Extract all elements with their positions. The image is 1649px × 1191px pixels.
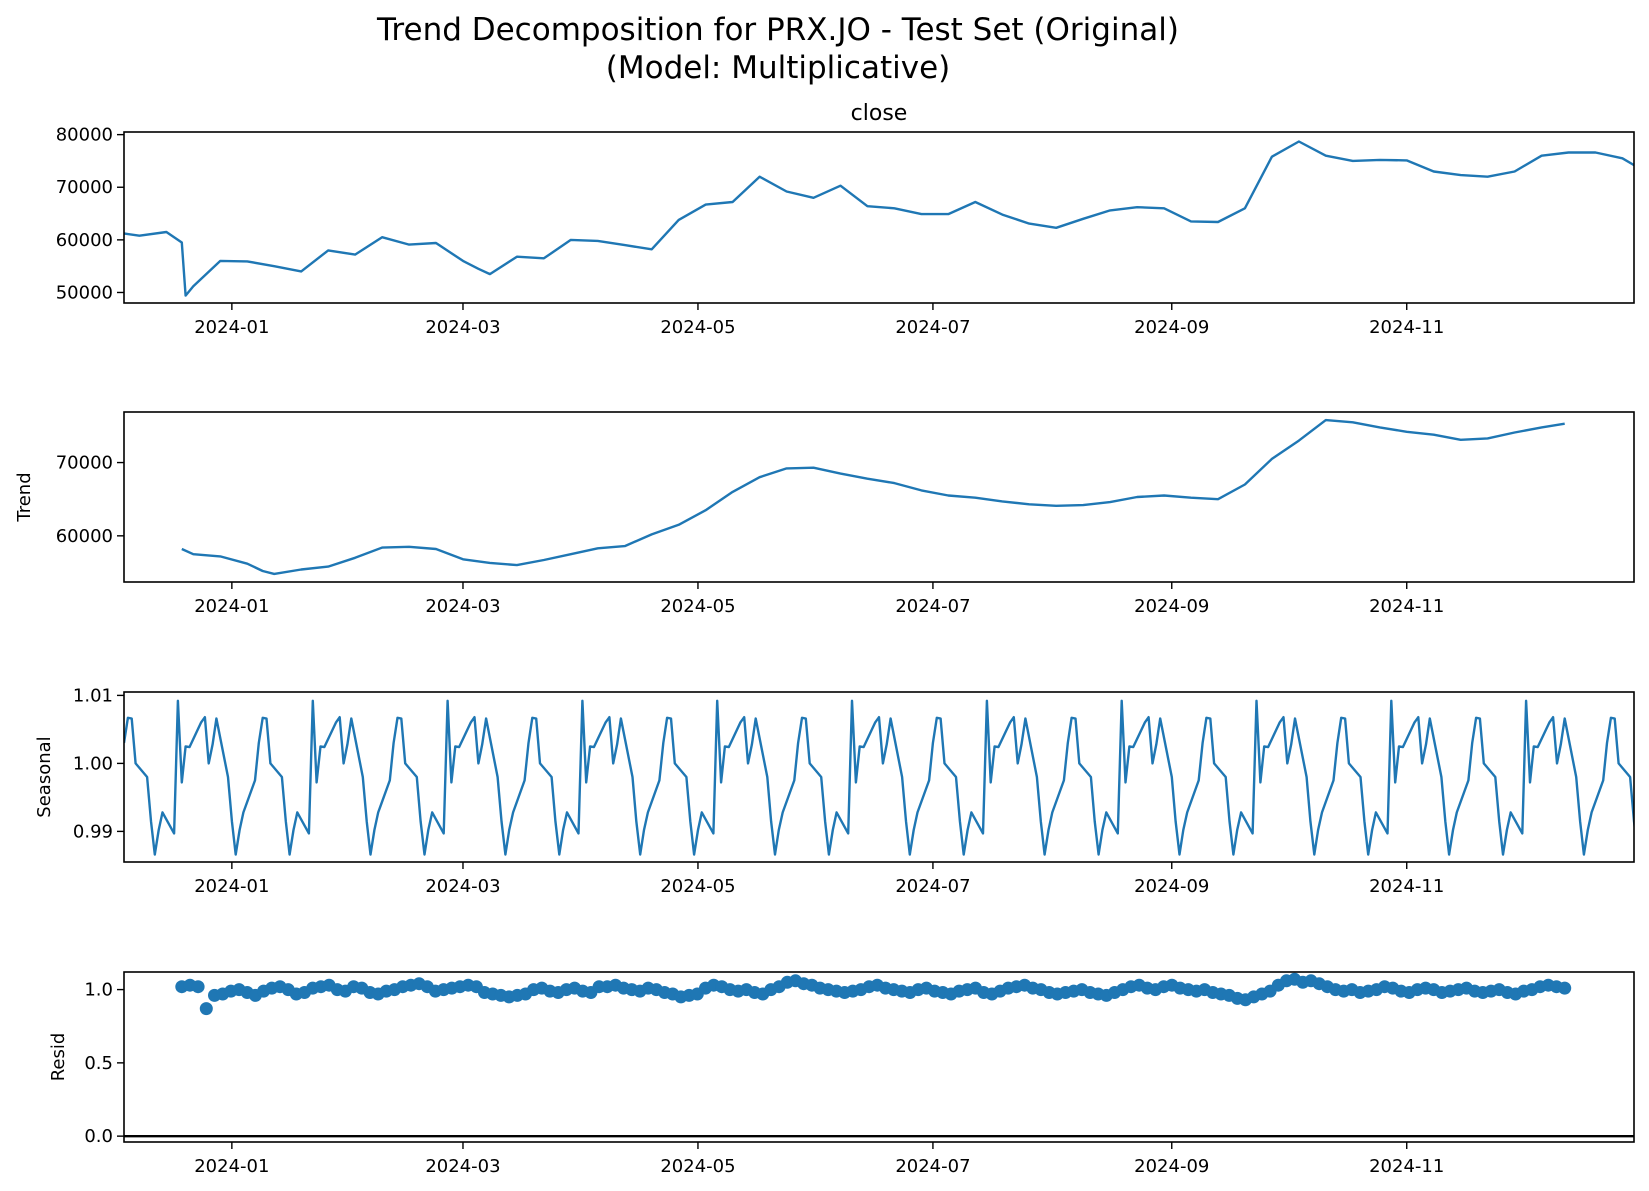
series-line — [124, 140, 1634, 297]
x-tick-label: 2024-03 — [425, 876, 500, 897]
y-tick-label: 0.5 — [84, 1053, 113, 1074]
x-tick-label: 2024-03 — [425, 596, 500, 617]
x-tick-label: 2024-05 — [660, 876, 735, 897]
figure-title-line1: Trend Decomposition for PRX.JO - Test Se… — [376, 12, 1179, 48]
x-tick-label: 2024-07 — [895, 317, 970, 338]
axes-frame — [123, 131, 1635, 304]
x-tick-label: 2024-11 — [1369, 317, 1444, 338]
x-tick-label: 2024-09 — [1134, 596, 1209, 617]
y-axis-label: Resid — [48, 1033, 69, 1082]
x-tick-label: 2024-01 — [194, 876, 269, 897]
axes-frame — [123, 971, 1635, 1143]
x-tick-label: 2024-01 — [194, 317, 269, 338]
series-line — [181, 418, 1565, 576]
x-tick-label: 2024-07 — [895, 1156, 970, 1177]
y-tick-label: 60000 — [56, 526, 113, 547]
axes-frame — [123, 411, 1635, 583]
y-tick-label: 50000 — [56, 282, 113, 303]
x-tick-label: 2024-09 — [1134, 876, 1209, 897]
y-tick-label: 1.0 — [84, 980, 113, 1001]
y-tick-label: 80000 — [56, 125, 113, 146]
y-tick-label: 1.01 — [73, 685, 113, 706]
subplot-2: 2024-01 2024-03 2024-05 2024-07 2024-09 2024-… — [14, 411, 1635, 617]
x-tick-label: 2024-05 — [660, 1156, 735, 1177]
y-tick-label: 60000 — [56, 230, 113, 251]
x-tick-label: 2024-09 — [1134, 1156, 1209, 1177]
figure-title-line2: (Model: Multiplicative) — [606, 50, 950, 86]
subplot-1: 2024-01 2024-03 2024-05 2024-07 2024-09 2024-… — [56, 101, 1635, 338]
seasonal-line — [124, 699, 1634, 856]
x-tick-label: 2024-05 — [660, 596, 735, 617]
x-tick-label: 2024-09 — [1134, 317, 1209, 338]
resid-point — [199, 1002, 213, 1016]
x-tick-label: 2024-03 — [425, 1156, 500, 1177]
plot-area — [124, 140, 1634, 297]
y-tick-label: 1.00 — [73, 753, 113, 774]
x-tick-label: 2024-11 — [1369, 876, 1444, 897]
plot-area — [124, 972, 1634, 1138]
y-tick-label: 70000 — [56, 177, 113, 198]
x-tick-label: 2024-07 — [895, 596, 970, 617]
x-tick-label: 2024-11 — [1369, 596, 1444, 617]
subplot-3: 2024-01 2024-03 2024-05 2024-07 2024-09 2024-… — [34, 685, 1635, 897]
y-tick-label: 0.0 — [84, 1126, 113, 1147]
resid-point — [1558, 981, 1572, 995]
x-tick-label: 2024-01 — [194, 1156, 269, 1177]
axes-frame — [123, 691, 1635, 863]
x-tick-label: 2024-01 — [194, 596, 269, 617]
y-tick-label: 70000 — [56, 453, 113, 474]
subplot-title: close — [851, 101, 908, 126]
y-tick-label: 0.99 — [73, 821, 113, 842]
x-tick-label: 2024-03 — [425, 317, 500, 338]
plot-area — [181, 418, 1565, 576]
x-tick-label: 2024-05 — [660, 317, 735, 338]
subplot-4: 2024-01 2024-03 2024-05 2024-07 2024-09 2024-… — [48, 971, 1635, 1177]
y-axis-label: Seasonal — [34, 736, 55, 817]
resid-point — [191, 980, 205, 994]
x-tick-label: 2024-07 — [895, 876, 970, 897]
x-tick-label: 2024-11 — [1369, 1156, 1444, 1177]
y-axis-label: Trend — [14, 472, 35, 522]
plot-area — [124, 699, 1634, 856]
subplot-panels: 2024-01 2024-03 2024-05 2024-07 2024-09 2024-… — [14, 101, 1635, 1177]
